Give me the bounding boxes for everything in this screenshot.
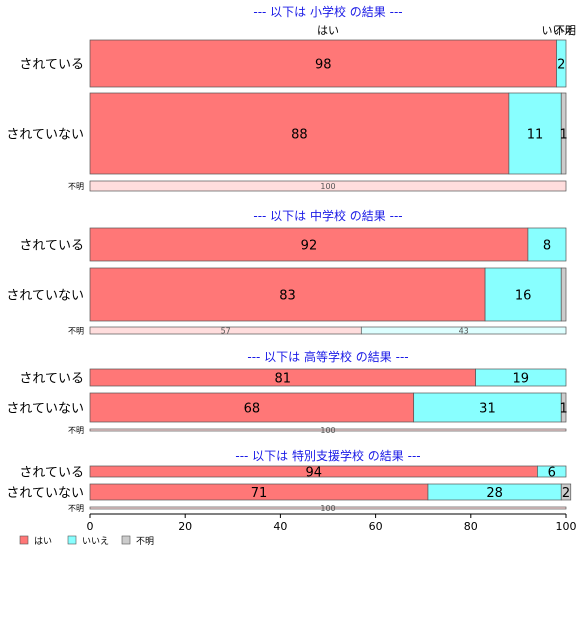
data-label: 98 xyxy=(315,58,332,73)
bar-segment xyxy=(89,506,567,510)
bar-segment xyxy=(560,267,567,322)
data-label: 100 xyxy=(320,504,335,513)
data-label: 100 xyxy=(320,182,335,191)
category-label: 不明 xyxy=(68,504,84,513)
data-label: 1 xyxy=(559,402,567,417)
data-label: 68 xyxy=(244,402,261,417)
x-tick-label: 80 xyxy=(464,520,478,533)
category-label: されていない xyxy=(6,289,84,304)
category-label: されている xyxy=(19,372,84,387)
bar-segment xyxy=(560,483,572,501)
data-label: 1 xyxy=(559,128,567,143)
data-label: 31 xyxy=(479,402,496,417)
section-title: --- 以下は 高等学校 の結果 --- xyxy=(247,349,408,364)
bar-segment xyxy=(89,392,415,423)
data-label: 2 xyxy=(557,58,565,73)
bar-segment xyxy=(484,267,562,322)
bar-segment xyxy=(475,368,567,387)
data-label: 28 xyxy=(486,486,503,501)
x-tick-label: 100 xyxy=(556,520,577,533)
x-tick-label: 20 xyxy=(178,520,192,533)
legend-swatch xyxy=(121,535,131,545)
data-label: 92 xyxy=(301,239,318,254)
legend-label: いいえ xyxy=(82,536,109,547)
section-title: --- 以下は 小学校 の結果 --- xyxy=(253,4,402,19)
x-tick-label: 0 xyxy=(87,520,94,533)
data-label: 43 xyxy=(459,327,469,336)
data-label: 8 xyxy=(543,239,551,254)
legend-swatch xyxy=(67,535,77,545)
bar-segment xyxy=(560,92,567,175)
category-label: されていない xyxy=(6,486,84,501)
bar-segment xyxy=(537,465,567,478)
header-label-no: いいえ xyxy=(542,24,575,37)
legend-label: 不明 xyxy=(136,536,154,547)
bar-segment xyxy=(360,326,567,335)
section-title: --- 以下は 中学校 の結果 --- xyxy=(253,208,402,223)
data-label: 81 xyxy=(275,372,292,387)
data-label: 83 xyxy=(279,289,296,304)
legend-swatch xyxy=(19,535,29,545)
data-label: 16 xyxy=(515,289,532,304)
category-label: されている xyxy=(19,239,84,254)
bar-segment xyxy=(89,227,529,262)
x-tick-label: 40 xyxy=(273,520,287,533)
data-label: 88 xyxy=(291,128,308,143)
header-label-yes: はい xyxy=(317,24,339,37)
data-label: 57 xyxy=(221,327,231,336)
category-label: 不明 xyxy=(68,426,84,435)
data-label: 100 xyxy=(320,426,335,435)
category-label: 不明 xyxy=(68,182,84,191)
category-label: されていない xyxy=(6,128,84,143)
category-label: されていない xyxy=(6,402,84,417)
section-title: --- 以下は 特別支援学校 の結果 --- xyxy=(235,448,420,463)
bar-segment xyxy=(527,227,567,262)
category-label: されている xyxy=(19,466,84,481)
bar-segment xyxy=(89,267,486,322)
category-label: されている xyxy=(19,58,84,73)
data-label: 6 xyxy=(548,466,556,481)
data-label: 19 xyxy=(513,372,530,387)
x-tick-label: 60 xyxy=(369,520,383,533)
data-label: 11 xyxy=(527,128,544,143)
legend-label: はい xyxy=(34,536,52,547)
bar-segment xyxy=(413,392,562,423)
bar-segment xyxy=(556,39,567,88)
data-label: 71 xyxy=(251,486,268,501)
header-label-unknown: 不明 xyxy=(554,24,576,37)
bar-segment xyxy=(560,392,567,423)
data-label: 94 xyxy=(305,466,322,481)
bar-segment xyxy=(89,428,567,432)
category-label: 不明 xyxy=(68,327,84,336)
bar-segment xyxy=(89,180,567,192)
bar-segment xyxy=(508,92,562,175)
data-label: 2 xyxy=(562,486,570,501)
